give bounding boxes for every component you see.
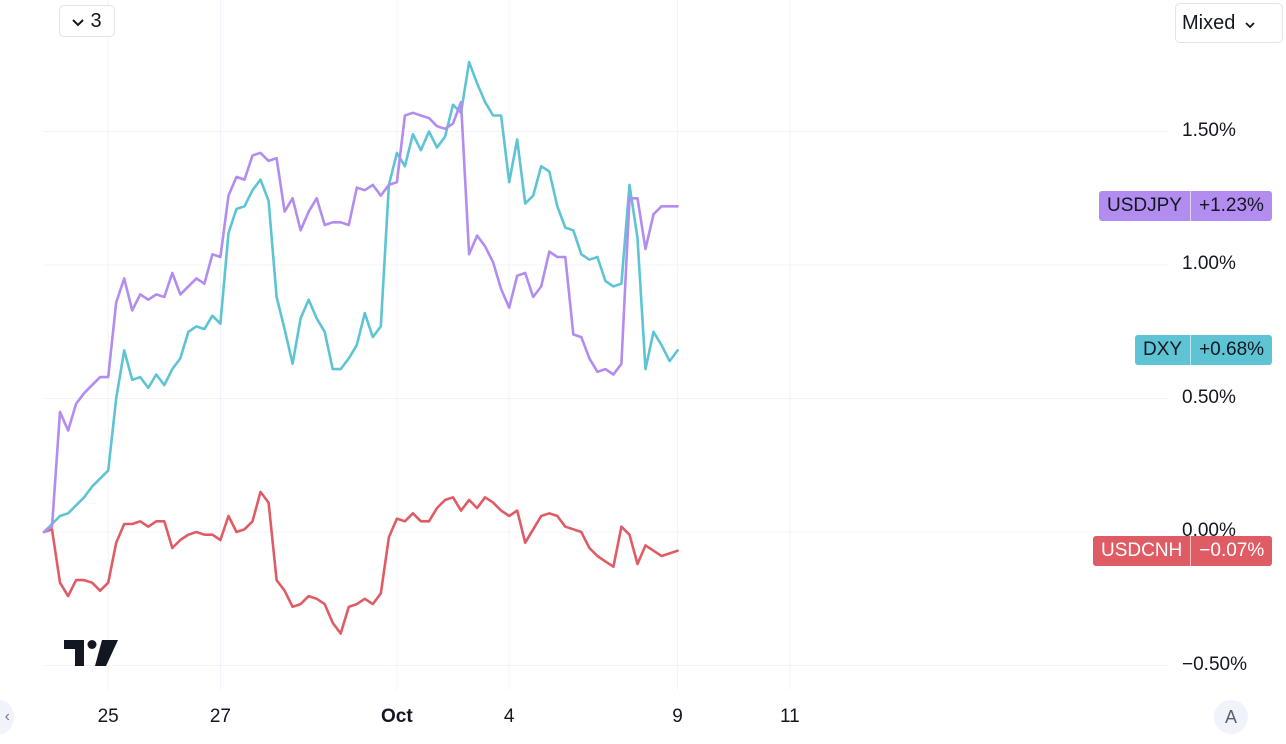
- badge-series-name: USDCNH: [1101, 539, 1183, 561]
- x-axis-tick-label: 11: [779, 706, 800, 727]
- x-axis-tick-label: 25: [97, 706, 119, 727]
- price-badge-usdjpy: USDJPY +1.23%: [1099, 191, 1272, 222]
- badge-series-value: +1.23%: [1189, 191, 1272, 222]
- x-axis-tick-label: 27: [209, 706, 232, 727]
- scale-mode-select[interactable]: Mixed: [1175, 3, 1283, 43]
- chevron-down-icon: [72, 10, 85, 33]
- price-badge-dxy: DXY +0.68%: [1135, 335, 1273, 366]
- scale-mode-label: Mixed: [1182, 11, 1236, 34]
- y-axis-tick-label: 1.50%: [1182, 119, 1236, 141]
- y-axis-tick-label: 1.00%: [1182, 253, 1236, 274]
- auto-scale-button[interactable]: A: [1214, 700, 1248, 734]
- badge-series-name: DXY: [1143, 339, 1183, 361]
- y-axis-tick-label: −0.50%: [1182, 653, 1247, 675]
- series-line-usdcnh[interactable]: [42, 490, 679, 635]
- x-axis-tick-label: 4: [503, 706, 515, 727]
- scroll-left-button[interactable]: ‹: [0, 700, 14, 734]
- price-badge-usdcnh: USDCNH −0.07%: [1093, 535, 1273, 566]
- chevron-left-icon: ‹: [4, 708, 10, 725]
- badge-series-value: +0.68%: [1190, 335, 1272, 366]
- badge-series-name: USDJPY: [1107, 195, 1182, 217]
- auto-scale-label: A: [1224, 706, 1237, 727]
- x-axis-tick-label: Oct: [381, 706, 413, 727]
- chevron-down-icon: [1245, 12, 1255, 35]
- badge-series-value: −0.07%: [1190, 535, 1272, 566]
- tradingview-logo-icon: [64, 640, 118, 671]
- series-count-dropdown[interactable]: 3: [59, 5, 115, 37]
- series-count-label: 3: [90, 9, 102, 32]
- y-axis-tick-label: 0.50%: [1182, 386, 1236, 408]
- series-line-dxy[interactable]: [42, 60, 679, 534]
- series-line-usdjpy[interactable]: [42, 100, 679, 534]
- x-axis-tick-label: 9: [672, 706, 683, 727]
